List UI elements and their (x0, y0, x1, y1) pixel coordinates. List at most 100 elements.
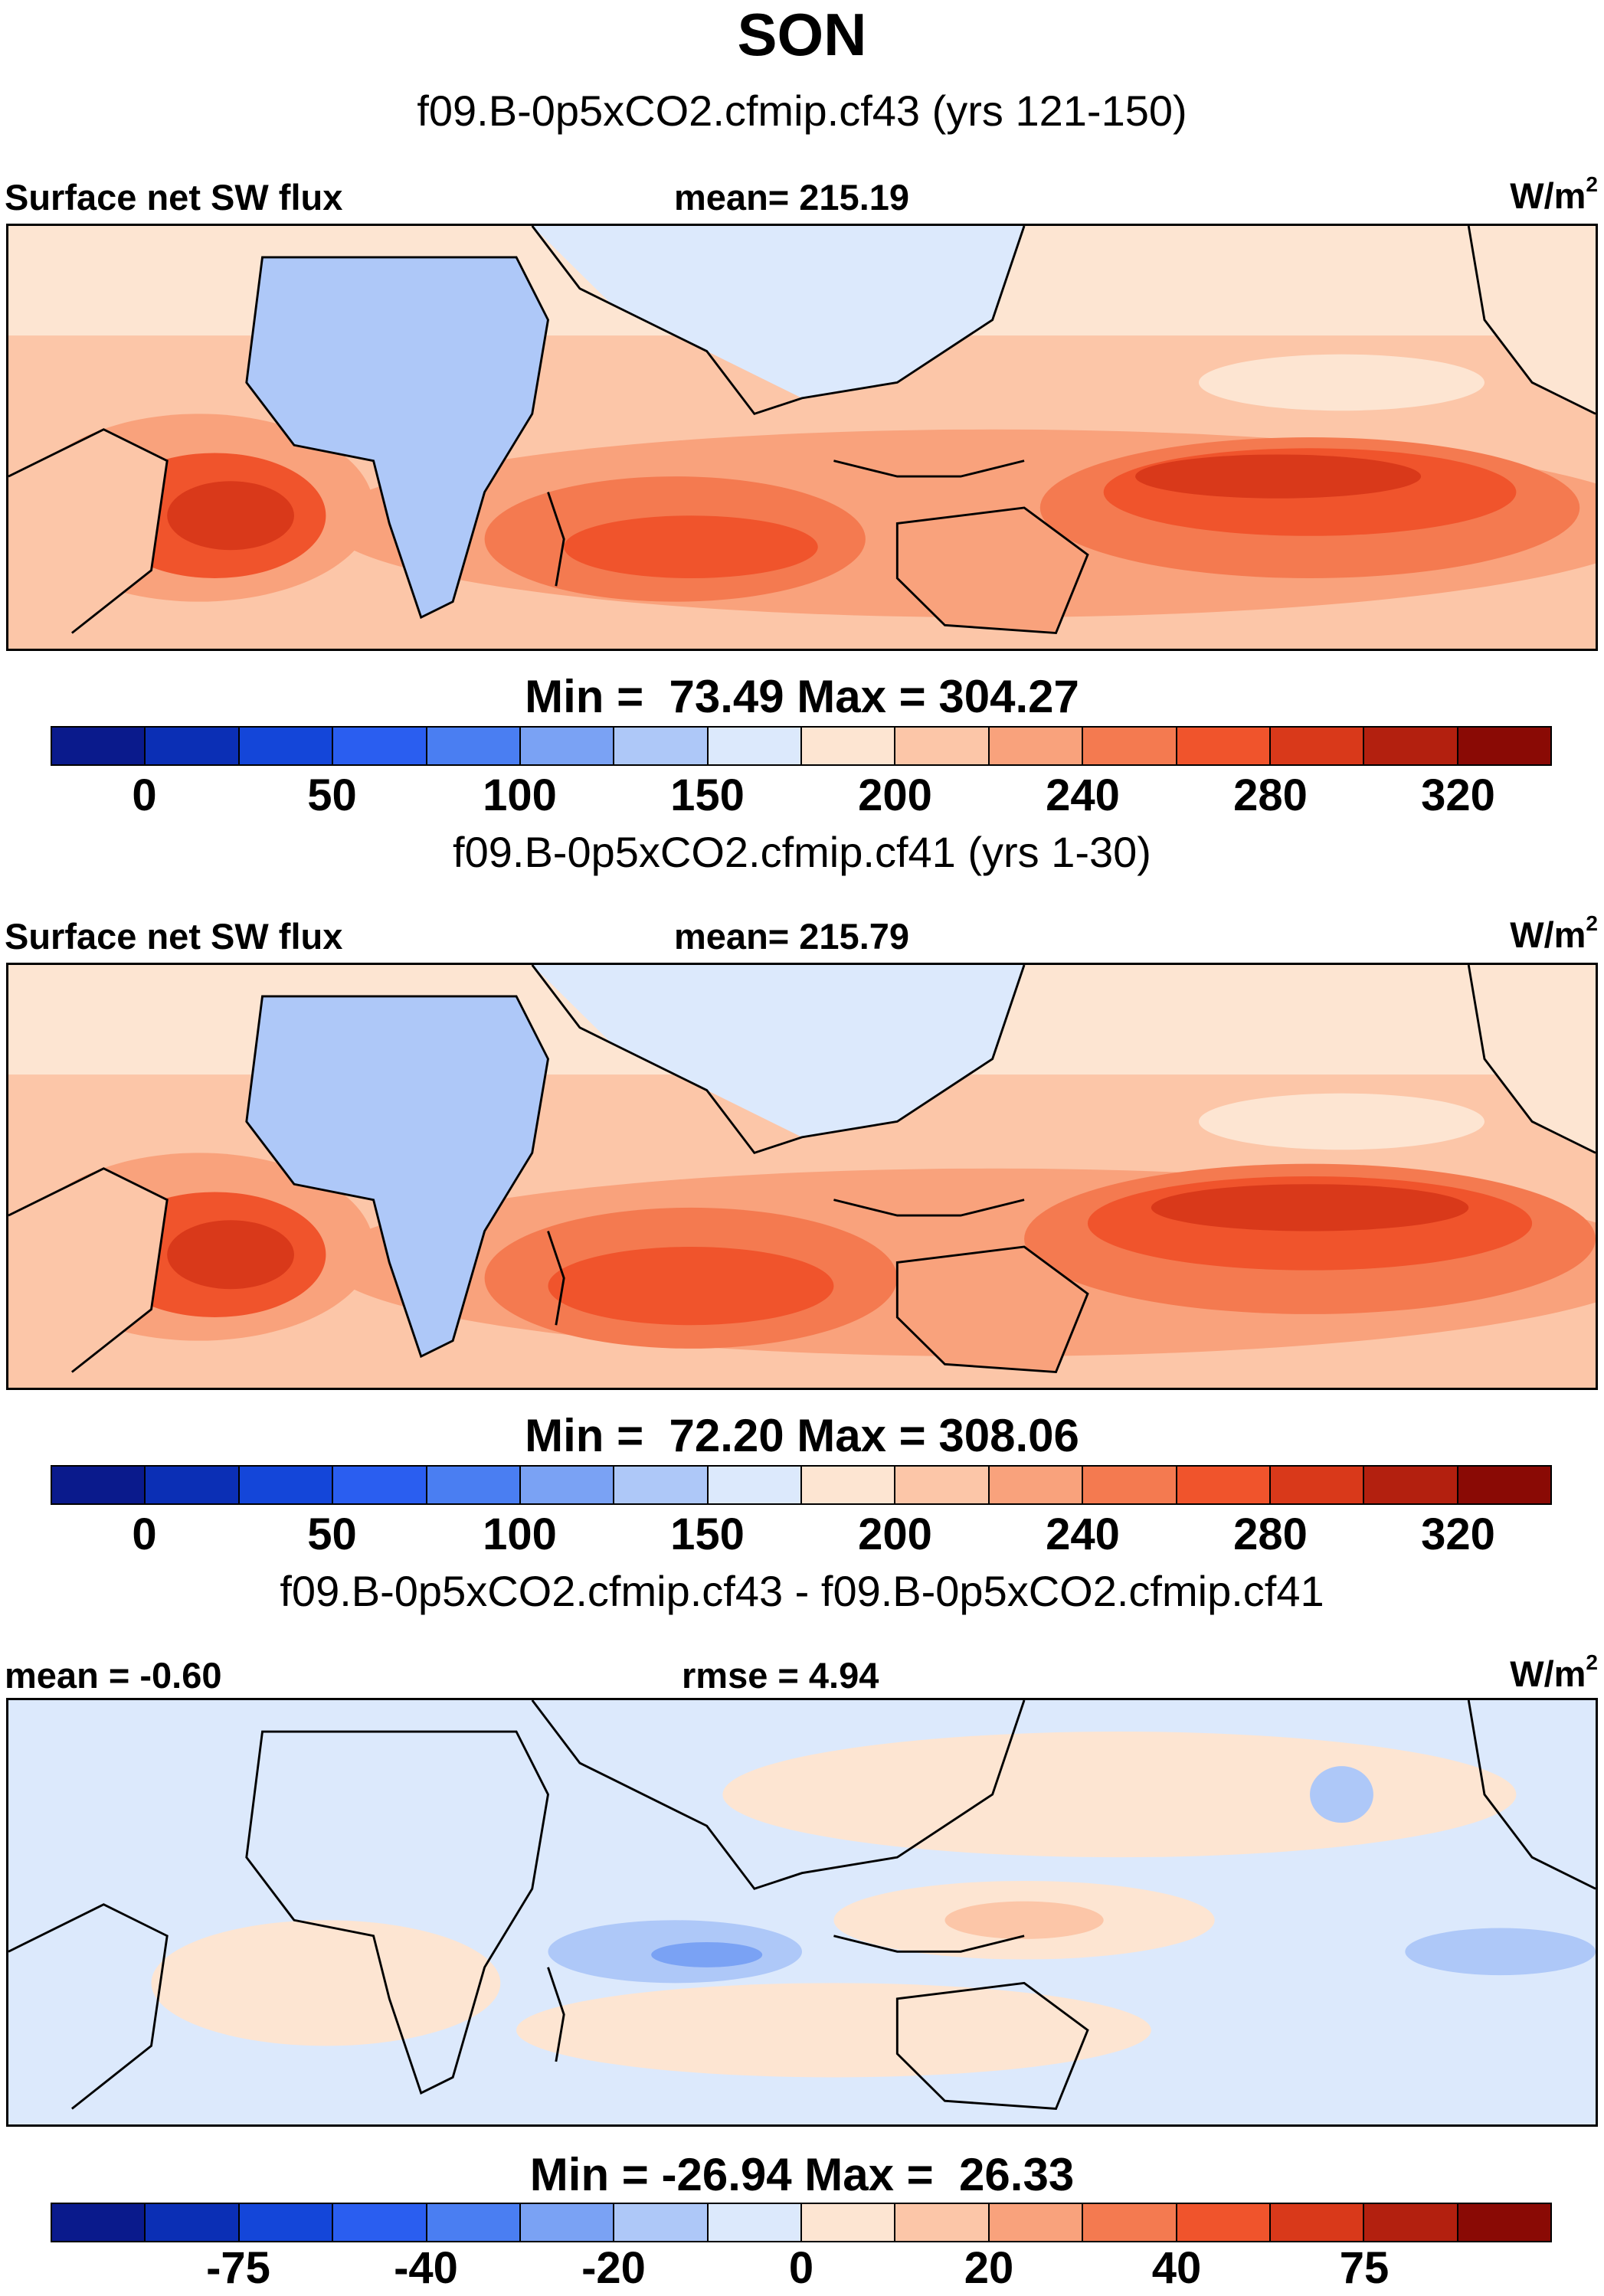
panel-1-colorbar-ticks: 0 50 100 150 200 240 280 320 (51, 770, 1552, 823)
diff-positive-atlantic (151, 1920, 501, 2046)
colorbar-swatch (146, 2204, 240, 2241)
figure-title: SON (737, 1, 867, 68)
south-america-land (8, 429, 168, 649)
panel-2-variable-label: Surface net SW flux (5, 916, 343, 957)
panel-2-map (6, 963, 1598, 1390)
colorbar-swatch (1364, 728, 1458, 764)
panel-1-variable-label: Surface net SW flux (5, 177, 343, 217)
atlantic-peak (167, 1220, 294, 1290)
colorbar-swatch (427, 1467, 521, 1503)
colorbar-swatch (52, 2204, 146, 2241)
colorbar-swatch (614, 728, 709, 764)
colorbar-tick: 320 (1421, 1509, 1495, 1559)
colorbar-tick: 0 (132, 1509, 157, 1559)
panel-2-map-svg (8, 965, 1596, 1388)
australia-land (897, 1247, 1088, 1372)
colorbar-swatch (333, 1467, 427, 1503)
colorbar-tick: 280 (1233, 770, 1308, 820)
panel-3-unit: W/m2 (1510, 1650, 1598, 1694)
north-america-land (1468, 226, 1596, 414)
panel-1-colorbar (51, 726, 1552, 766)
colorbar-swatch (708, 2204, 802, 2241)
panel-1-map (6, 224, 1598, 651)
colorbar-tick: 200 (858, 770, 932, 820)
panel-2-colorbar-ticks: 0 50 100 150 200 240 280 320 (51, 1509, 1552, 1562)
colorbar-tick: -20 (581, 2243, 646, 2293)
panel-2-colorbar (51, 1465, 1552, 1505)
colorbar-swatch (333, 728, 427, 764)
colorbar-swatch (802, 1467, 896, 1503)
colorbar-swatch (146, 1467, 240, 1503)
colorbar-tick: 0 (132, 770, 157, 820)
panel-1-mean-label: mean= 215.19 (674, 177, 910, 217)
indian-ocean-core (564, 515, 818, 578)
colorbar-tick: 100 (483, 770, 557, 820)
coastlines (8, 1700, 1596, 2110)
colorbar-swatch (333, 2204, 427, 2241)
colorbar-tick: 320 (1421, 770, 1495, 820)
colorbar-swatch (520, 2204, 615, 2241)
colorbar-swatch (614, 1467, 709, 1503)
colorbar-tick: 150 (670, 770, 745, 820)
colorbar-tick: 50 (307, 770, 357, 820)
panel-3-colorbar (51, 2203, 1552, 2242)
asia-land (532, 965, 1025, 1137)
colorbar-tick: 280 (1233, 1509, 1308, 1559)
colorbar-swatch (52, 728, 146, 764)
colorbar-swatch (427, 728, 521, 764)
pacific-north-low (1199, 354, 1485, 411)
panel-3-rmse-label: rmse = 4.94 (682, 1655, 879, 1696)
colorbar-swatch (802, 2204, 896, 2241)
south-america-land (8, 1168, 168, 1388)
panel-2-subtitle: f09.B-0p5xCO2.cfmip.cf41 (yrs 1-30) (453, 828, 1151, 876)
colorbar-swatch (146, 728, 240, 764)
coastlines (8, 226, 1596, 635)
panel-1-unit: W/m2 (1510, 172, 1598, 216)
colorbar-swatch (895, 1467, 990, 1503)
coastlines (8, 965, 1596, 1374)
panel-3-colorbar-ticks: -75 -40 -20 0 20 40 75 (51, 2242, 1552, 2296)
panel-2-minmax: Min = 72.20 Max = 308.06 (525, 1410, 1079, 1461)
colorbar-swatch (1458, 1467, 1550, 1503)
pacific-north-low (1199, 1093, 1485, 1150)
atlantic-peak (167, 481, 294, 551)
panel-3-map (6, 1698, 1598, 2127)
colorbar-swatch (708, 1467, 802, 1503)
panel-2-unit: W/m2 (1510, 911, 1598, 955)
colorbar-swatch (1458, 2204, 1550, 2241)
colorbar-swatch (1270, 2204, 1365, 2241)
panel-3-mean-label: mean = -0.60 (5, 1655, 222, 1696)
colorbar-swatch (1458, 728, 1550, 764)
diff-negative-north-spot (1310, 1766, 1373, 1823)
asia-land (532, 226, 1025, 398)
panel-1-map-svg (8, 226, 1596, 649)
colorbar-swatch (1364, 1467, 1458, 1503)
colorbar-swatch (895, 2204, 990, 2241)
colorbar-tick: 40 (1151, 2243, 1202, 2293)
diff-positive-north-pacific (722, 1732, 1517, 1858)
colorbar-tick: 100 (483, 1509, 557, 1559)
colorbar-tick: 200 (858, 1509, 932, 1559)
colorbar-tick: 75 (1339, 2243, 1390, 2293)
colorbar-swatch (708, 728, 802, 764)
pacific-peak (1151, 1184, 1469, 1231)
australia-land (897, 508, 1088, 633)
panel-1-subtitle: f09.B-0p5xCO2.cfmip.cf43 (yrs 121-150) (417, 87, 1187, 135)
colorbar-swatch (989, 1467, 1084, 1503)
panel-1-minmax: Min = 73.49 Max = 304.27 (525, 671, 1079, 722)
colorbar-swatch (1083, 728, 1177, 764)
diff-positive-peak (944, 1901, 1104, 1939)
africa-land (246, 257, 548, 618)
panel-3-map-svg (8, 1700, 1596, 2124)
colorbar-tick: -75 (206, 2243, 270, 2293)
colorbar-swatch (1177, 1467, 1271, 1503)
colorbar-swatch (239, 728, 334, 764)
colorbar-swatch (1177, 2204, 1271, 2241)
panel-3-subtitle: f09.B-0p5xCO2.cfmip.cf43 - f09.B-0p5xCO2… (280, 1567, 1324, 1615)
colorbar-swatch (427, 2204, 521, 2241)
colorbar-swatch (520, 1467, 615, 1503)
north-america-land (1468, 965, 1596, 1153)
diff-positive-south (516, 1983, 1151, 2078)
colorbar-swatch (614, 2204, 709, 2241)
colorbar-tick: 240 (1046, 770, 1120, 820)
